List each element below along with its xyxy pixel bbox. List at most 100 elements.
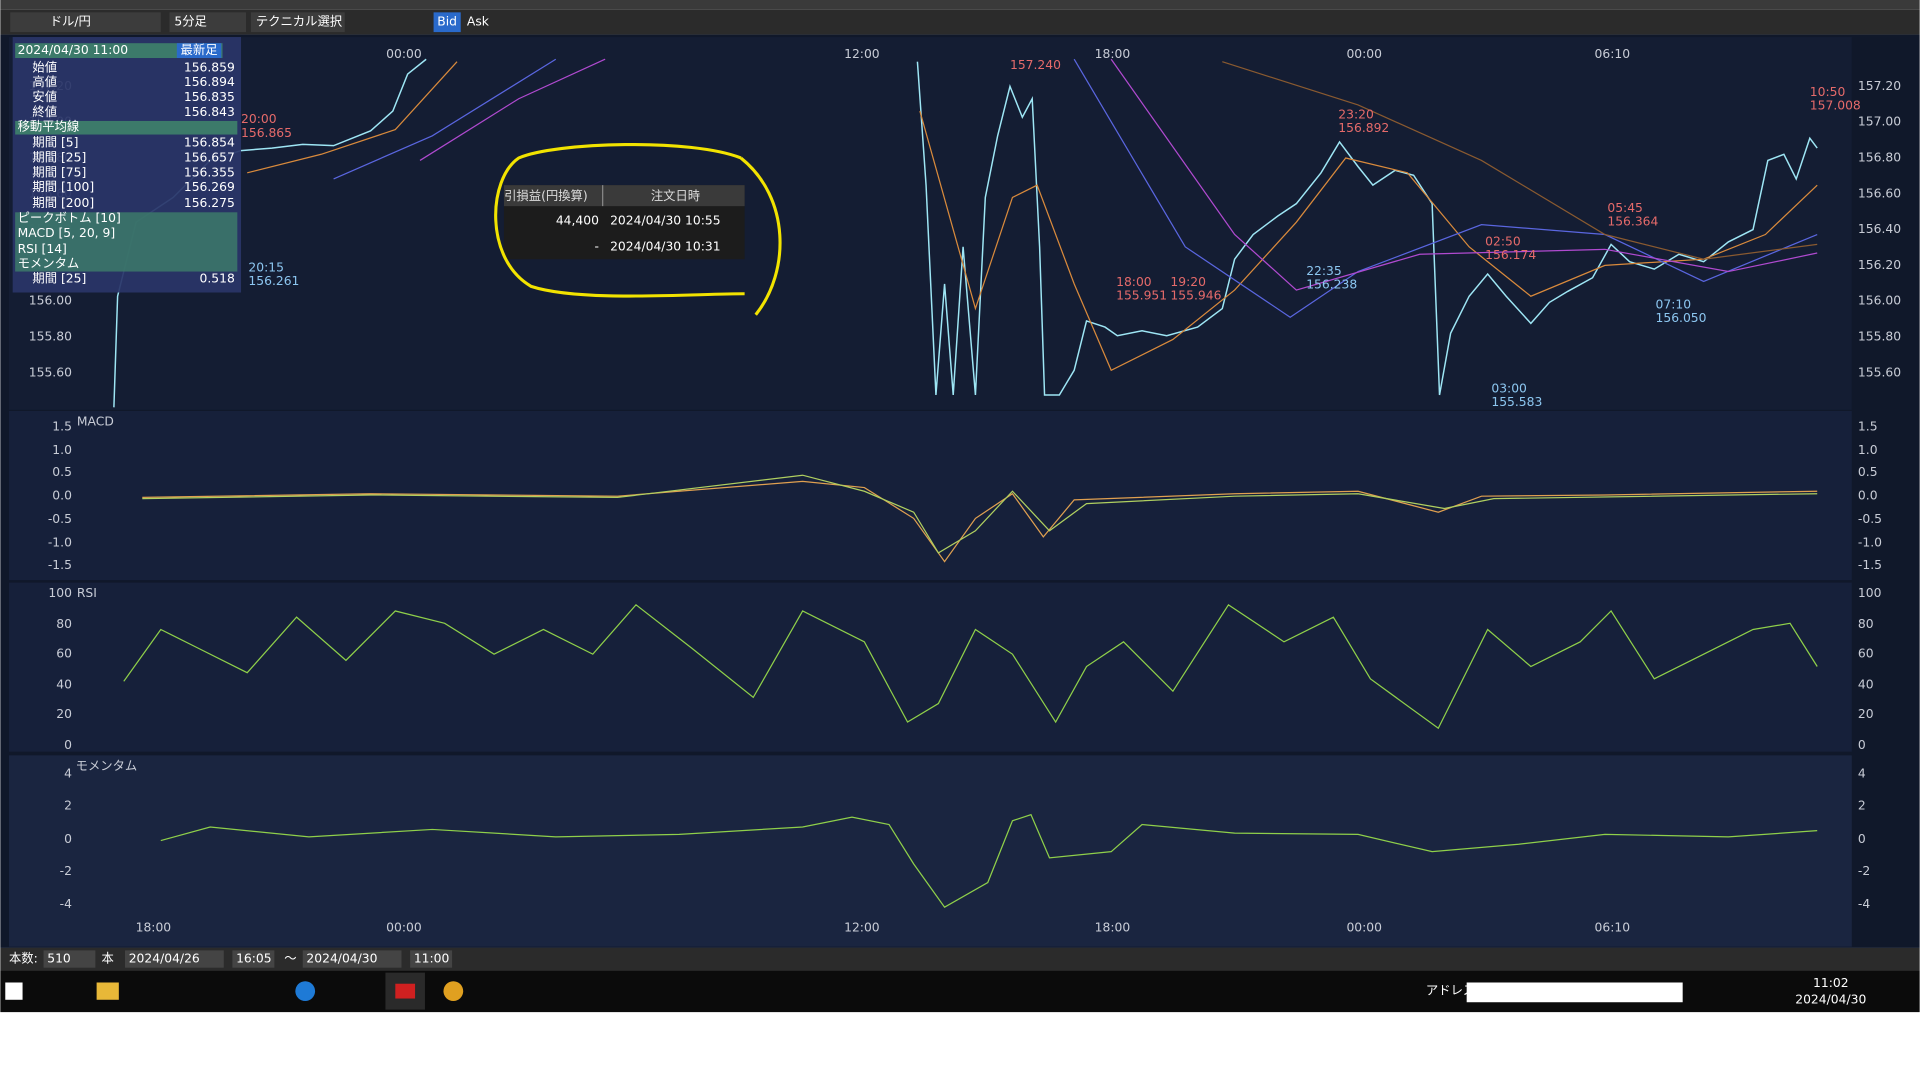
y-tick-label: -4	[1858, 897, 1870, 911]
y-tick-label: -0.5	[1858, 512, 1882, 526]
annotation-price: 156.050	[1656, 311, 1707, 325]
timeframe-select[interactable]	[169, 12, 246, 33]
y-tick-label: 4	[1858, 766, 1866, 780]
ohlc-label: 安値	[32, 89, 57, 104]
timeframe: 5分足	[174, 15, 207, 29]
x-tick-label: 00:00	[1346, 921, 1382, 935]
y-tick-label: 4	[64, 766, 72, 780]
technical-select[interactable]	[250, 12, 345, 33]
time-label: 06:10	[1595, 47, 1631, 61]
momentum-panel	[8, 755, 1852, 947]
x-tick-label: 12:00	[844, 921, 880, 935]
pair-select[interactable]	[10, 12, 161, 33]
time-label: 00:00	[1346, 47, 1382, 61]
footer-unit: 本	[102, 952, 114, 966]
indicator-label: MACD [5, 20, 9]	[18, 226, 116, 240]
address-label: アドレス	[1426, 984, 1475, 998]
annotation-time: 02:50	[1485, 234, 1521, 248]
indicator-label: ピークボトム [10]	[18, 211, 121, 225]
ma-header	[15, 120, 238, 135]
ohlc-value: 156.894	[184, 75, 235, 89]
ma-line	[1073, 58, 1818, 318]
annotation-price: 156.892	[1338, 121, 1389, 135]
ohlc-label: 終値	[32, 104, 57, 119]
annotation-time: 20:00	[241, 112, 277, 126]
footer-to-time: 11:00	[414, 952, 450, 966]
y-tick-label: -1.0	[1858, 536, 1882, 550]
annotation-price: 155.946	[1170, 289, 1221, 303]
pair: ドル/円	[50, 15, 91, 29]
y-tick-label: 0.0	[52, 489, 72, 503]
x-tick-label: 18:00	[1095, 921, 1131, 935]
y-tick-label: -2	[60, 864, 72, 878]
momentum-label: 期間 [25]	[32, 271, 86, 285]
ma-line	[919, 110, 1818, 372]
table-header: 注文日時	[651, 188, 700, 203]
ohlc-value: 156.859	[184, 60, 235, 74]
indicator-label: モメンタム	[18, 257, 80, 271]
x-tick-label: 00:00	[386, 921, 422, 935]
y-tick-label: 80	[1858, 617, 1874, 631]
y-tick-label: 1.0	[52, 443, 72, 457]
y-tick-label: 20	[1858, 707, 1874, 721]
folder-icon[interactable]	[96, 982, 119, 1000]
ma-line	[1110, 58, 1818, 291]
footer-bar	[0, 947, 1920, 971]
edge-icon[interactable]	[295, 981, 316, 1002]
y-tick-label: 156.40	[1858, 222, 1901, 236]
macd-signal	[142, 474, 1818, 554]
annotation-price: 156.261	[248, 274, 299, 288]
ohlc-value: 156.843	[184, 105, 235, 119]
annotation-price: 156.174	[1485, 248, 1536, 262]
date-box[interactable]	[302, 950, 402, 968]
chrome-icon[interactable]	[443, 981, 464, 1002]
x-tick-label: 06:10	[1595, 921, 1631, 935]
y-tick-label: 0	[64, 738, 72, 752]
annotation-time: 03:00	[1491, 381, 1527, 395]
y-tick-label: -1.5	[48, 558, 72, 572]
annotation-price: 157.240	[1010, 58, 1061, 72]
table-cell: 2024/04/30 10:55	[610, 213, 721, 227]
ma-line	[247, 61, 458, 174]
app-icon-glyph	[395, 983, 416, 999]
latest-badge	[176, 43, 222, 59]
y-tick-label: 1.0	[1858, 443, 1878, 457]
rsi-panel	[8, 582, 1852, 752]
time-box[interactable]	[410, 950, 453, 968]
date-box[interactable]	[125, 950, 224, 968]
y-tick-label: 155.60	[29, 365, 72, 379]
y-tick-label: -4	[60, 897, 72, 911]
annotation-price: 155.951	[1116, 289, 1167, 303]
y-tick-label: 2	[1858, 798, 1866, 812]
ohlc-value: 156.835	[184, 90, 235, 104]
y-tick-label: 155.60	[1858, 365, 1901, 379]
y-tick-label: 157.00	[1858, 115, 1901, 129]
y-tick-label: 80	[56, 617, 72, 631]
y-tick-label: 60	[56, 647, 72, 661]
y-tick-label: 0	[64, 832, 72, 846]
ma-value: 156.355	[184, 165, 235, 179]
annotation-time: 19:20	[1170, 275, 1206, 289]
indicator-block	[15, 212, 238, 272]
y-tick-label: 156.00	[1858, 294, 1901, 308]
y-tick-label: 60	[1858, 647, 1874, 661]
price-panel	[8, 37, 1852, 410]
table-header: 引損益(円換算)	[504, 188, 588, 203]
y-tick-label: 155.80	[29, 329, 72, 343]
annotation-price: 156.865	[241, 126, 292, 140]
start-button[interactable]	[5, 982, 23, 1000]
annotation-time: 20:15	[248, 260, 284, 274]
y-tick-label: 1.5	[1858, 420, 1878, 434]
time-label: 12:00	[844, 47, 880, 61]
bid-button[interactable]	[433, 12, 461, 33]
technical: テクニカル選択	[256, 15, 343, 29]
info-datetime: 2024/04/30 11:00	[18, 43, 129, 57]
count-box[interactable]	[43, 950, 96, 968]
time-box[interactable]	[232, 950, 275, 968]
info-latest: 最新足	[181, 42, 218, 57]
address-box[interactable]	[1466, 982, 1683, 1003]
y-tick-label: 20	[56, 707, 72, 721]
ma-label: 期間 [200]	[32, 196, 94, 210]
